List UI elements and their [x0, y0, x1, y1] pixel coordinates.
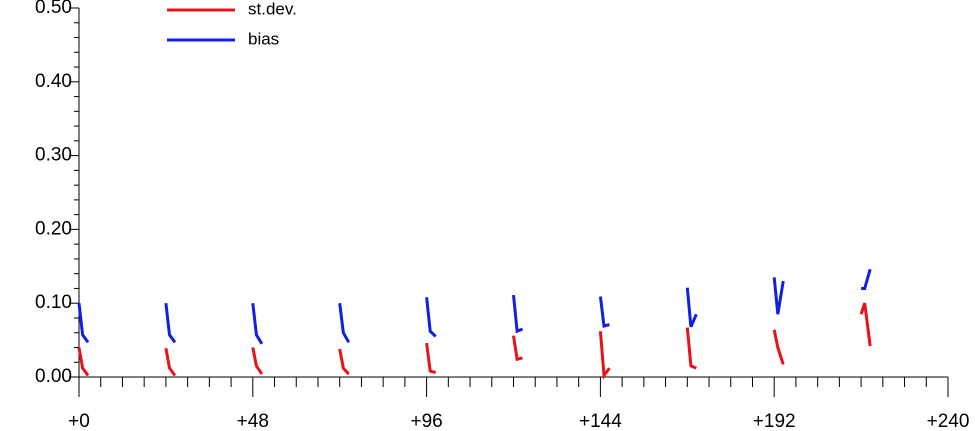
legend-label: bias	[248, 29, 279, 48]
legend-label: st.dev.	[248, 0, 297, 18]
x-tick-label: +144	[579, 411, 622, 431]
y-tick-label: 0.40	[35, 71, 72, 92]
y-tick-label: 0.50	[35, 0, 72, 18]
x-tick-label: +96	[410, 411, 442, 431]
x-tick-label: +48	[237, 411, 269, 431]
series-line	[77, 268, 872, 345]
x-tick-label: +192	[753, 411, 796, 431]
y-tick-label: 0.10	[35, 292, 72, 313]
y-tick-label: 0.00	[35, 366, 72, 387]
y-tick-label: 0.20	[35, 218, 72, 239]
x-tick-label: +240	[927, 411, 970, 431]
x-tick-label: +0	[68, 411, 90, 431]
series-line	[77, 302, 872, 380]
y-tick-label: 0.30	[35, 145, 72, 166]
